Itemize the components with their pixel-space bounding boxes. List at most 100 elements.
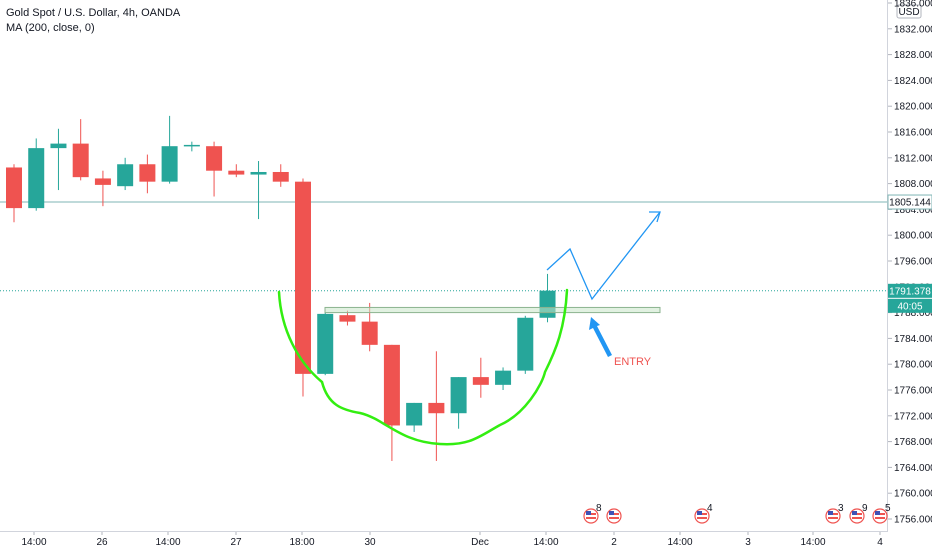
candle[interactable]: [250, 161, 267, 220]
candle[interactable]: [50, 128, 67, 191]
indicator-legend[interactable]: MA (200, close, 0): [6, 22, 95, 34]
candle-body: [228, 170, 245, 175]
candle[interactable]: [539, 273, 556, 323]
current-price-label[interactable]: 1791.378: [888, 283, 932, 298]
candle[interactable]: [117, 157, 134, 191]
time-tick-label: 30: [364, 537, 376, 548]
price-tick-label: 1760.000: [894, 489, 932, 500]
candle-body: [495, 370, 512, 385]
candle-body: [250, 171, 267, 175]
time-tick-label: 14:00: [667, 537, 692, 548]
price-tick-label: 1804.000: [894, 205, 932, 216]
price-tick-label: 1796.000: [894, 257, 932, 268]
candle[interactable]: [228, 164, 245, 178]
candle-body: [294, 181, 311, 374]
candle-body: [183, 144, 200, 147]
candle-body: [139, 164, 156, 182]
price-tick-label: 1768.000: [894, 437, 932, 448]
price-tick-label: 1776.000: [894, 386, 932, 397]
candle[interactable]: [28, 138, 45, 211]
candle-body: [94, 178, 111, 185]
event-count: 4: [707, 503, 713, 514]
candle-body: [28, 148, 45, 209]
price-tick-label: 1808.000: [894, 179, 932, 190]
price-tick-label: 1832.000: [894, 24, 932, 35]
candle-body: [50, 143, 67, 149]
candle-body: [206, 146, 223, 171]
price-tick-label: 1816.000: [894, 128, 932, 139]
candle[interactable]: [139, 154, 156, 194]
candle[interactable]: [406, 402, 423, 432]
price-tick-label: 1828.000: [894, 50, 932, 61]
candle[interactable]: [183, 141, 200, 152]
candle[interactable]: [6, 164, 22, 223]
economic-events[interactable]: 8 4 3 9 5: [583, 503, 891, 524]
us-flag-icon[interactable]: [606, 508, 622, 524]
symbol-title[interactable]: Gold Spot / U.S. Dollar, 4h, OANDA: [6, 7, 181, 19]
price-tick-label: 1820.000: [894, 102, 932, 113]
candle-body: [450, 377, 467, 414]
svg-text:40:05: 40:05: [897, 301, 922, 312]
time-tick-label: 4: [877, 537, 883, 548]
candle-body: [161, 146, 178, 182]
bar-countdown-label: 40:05: [888, 298, 932, 313]
candle[interactable]: [450, 377, 467, 429]
candle[interactable]: [317, 312, 334, 376]
price-tick-label: 1800.000: [894, 231, 932, 242]
time-tick-label: 14:00: [155, 537, 180, 548]
candle-body: [361, 321, 378, 345]
price-tick-label: 1788.000: [894, 308, 932, 319]
svg-text:1791.378: 1791.378: [889, 286, 931, 297]
price-axis[interactable]: 1836.000 1832.000 1828.000 1824.000 1820.000…: [888, 0, 932, 526]
candlestick-series[interactable]: [6, 115, 556, 461]
currency-badge[interactable]: [896, 4, 922, 19]
candle[interactable]: [517, 315, 534, 374]
resistance-zone[interactable]: [324, 306, 661, 314]
us-flag-icon[interactable]: 3: [825, 503, 844, 524]
candle[interactable]: [272, 164, 289, 187]
entry-arrow[interactable]: [589, 317, 612, 357]
candle[interactable]: [495, 367, 512, 390]
us-flag-icon[interactable]: 4: [694, 503, 713, 524]
candle[interactable]: [94, 170, 111, 207]
svg-text:1805.144: 1805.144: [889, 198, 931, 209]
level-price-label[interactable]: 1805.144: [887, 194, 932, 210]
candle[interactable]: [472, 357, 489, 398]
us-flag-icon[interactable]: 9: [849, 503, 868, 524]
candle[interactable]: [339, 310, 356, 326]
candle[interactable]: [383, 344, 400, 461]
price-tick-label: 1772.000: [894, 411, 932, 422]
time-tick-label: 3: [745, 537, 751, 548]
candle-body: [428, 402, 445, 414]
candle-body: [72, 143, 89, 178]
candle-body: [6, 167, 22, 209]
event-count: 9: [862, 503, 868, 514]
cup-pattern-curve[interactable]: [277, 288, 569, 446]
time-tick-label: 14:00: [21, 537, 46, 548]
projection-path[interactable]: [546, 211, 661, 301]
candle-body: [272, 171, 289, 182]
candle[interactable]: [72, 119, 89, 181]
us-flag-icon[interactable]: 5: [872, 503, 891, 524]
entry-label[interactable]: ENTRY: [614, 356, 652, 368]
price-tick-label: 1780.000: [894, 360, 932, 371]
time-tick-label: 27: [230, 537, 242, 548]
candle-body: [406, 402, 423, 426]
price-tick-label: 1824.000: [894, 76, 932, 87]
candle[interactable]: [161, 115, 178, 184]
time-tick-label: 2: [611, 537, 617, 548]
currency-label: USD: [898, 7, 919, 18]
candle[interactable]: [206, 141, 223, 197]
us-flag-icon[interactable]: 8: [583, 503, 602, 524]
event-count: 5: [885, 503, 891, 514]
candle-body: [339, 315, 356, 322]
price-tick-label: 1812.000: [894, 153, 932, 164]
candle-body: [517, 317, 534, 371]
time-tick-label: 26: [96, 537, 108, 548]
time-axis[interactable]: 14:00 26 14:00 27 18:00 30 Dec 14:00 2 14:00 3 14:0…: [21, 532, 883, 548]
candle-body: [117, 164, 134, 187]
time-tick-label: 18:00: [289, 537, 314, 548]
event-count: 3: [838, 503, 844, 514]
projection-arrowhead: [649, 211, 661, 223]
